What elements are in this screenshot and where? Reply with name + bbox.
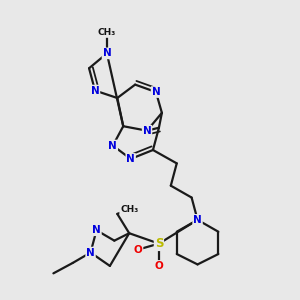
Text: N: N — [193, 215, 202, 225]
Text: O: O — [154, 261, 163, 271]
Text: S: S — [155, 237, 163, 250]
Text: N: N — [109, 140, 117, 151]
Text: N: N — [86, 248, 95, 257]
Text: N: N — [126, 154, 135, 164]
Text: N: N — [92, 225, 101, 235]
Text: N: N — [91, 85, 99, 96]
Text: N: N — [103, 48, 111, 59]
Text: CH₃: CH₃ — [98, 28, 116, 37]
Text: O: O — [134, 244, 142, 255]
Text: N: N — [143, 126, 152, 136]
Text: N: N — [152, 87, 160, 97]
Text: CH₃: CH₃ — [120, 205, 138, 214]
